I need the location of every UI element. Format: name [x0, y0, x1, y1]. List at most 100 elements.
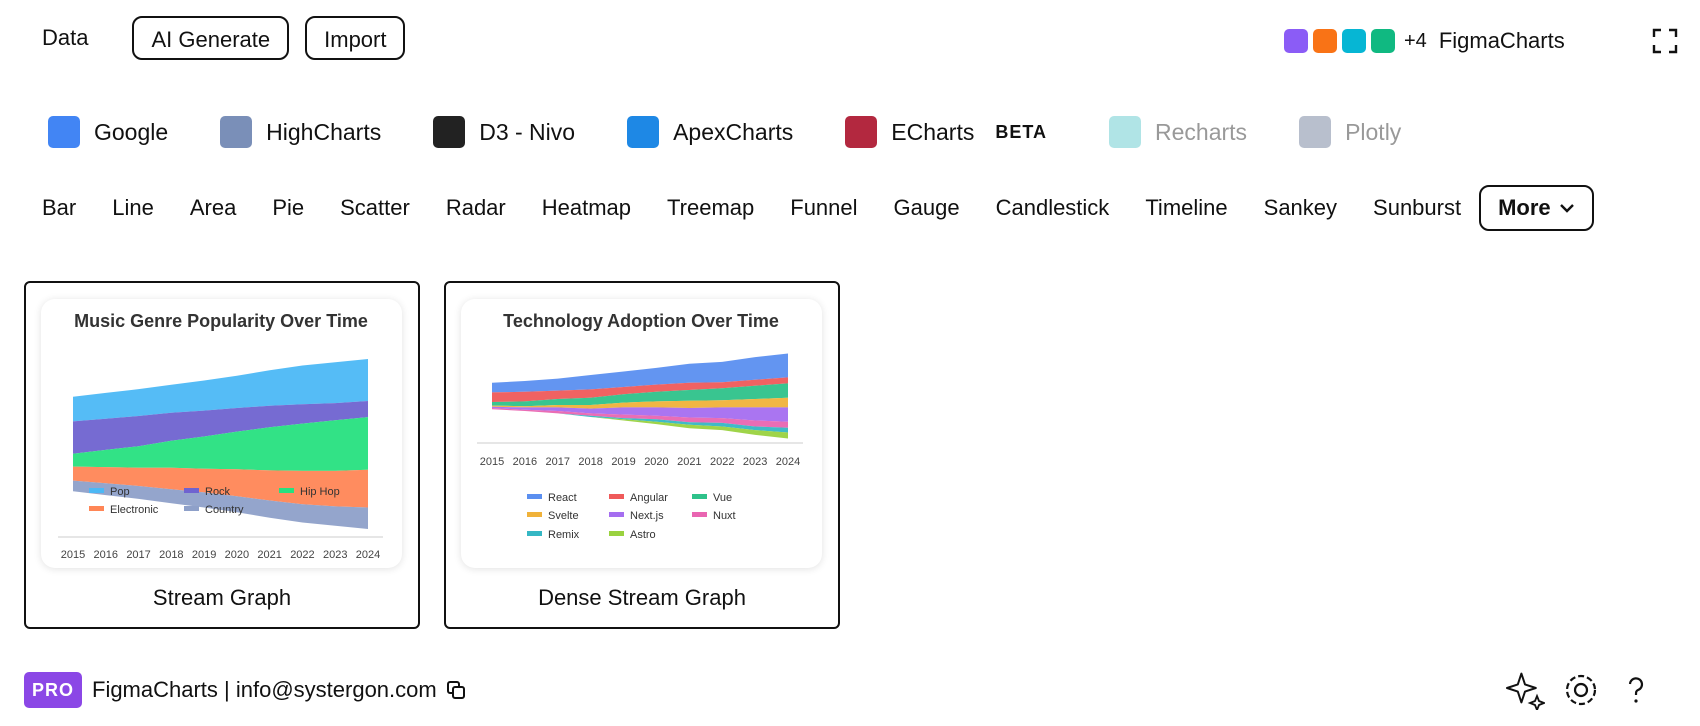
stream-area [492, 377, 788, 402]
stream-area [73, 417, 368, 471]
brand-name: FigmaCharts [1438, 28, 1565, 53]
footer: PRO FigmaCharts | info@systergon.com [24, 672, 465, 708]
x-tick-label: 2018 [159, 549, 183, 561]
library-tab[interactable]: Plotly [1299, 116, 1401, 148]
legend-swatch [89, 488, 104, 493]
beta-badge: BETA [995, 121, 1048, 142]
stream-chart: Technology Adoption Over Time 2015 2016 201… [477, 311, 803, 541]
legend-label: Pop [110, 486, 130, 498]
library-tab[interactable]: ECharts BETA [845, 116, 1057, 148]
legend-label: Vue [713, 492, 732, 504]
legend-swatch [692, 512, 707, 517]
stream-area [73, 359, 368, 422]
chart-type[interactable]: Timeline [1145, 195, 1228, 220]
x-tick-label: 2023 [323, 549, 347, 561]
help-icon[interactable] [1621, 670, 1651, 710]
template-card[interactable]: Music Genre Popularity Over Time 2015 2016… [24, 281, 420, 629]
legend-swatch [184, 506, 199, 511]
more-button[interactable]: More [1479, 185, 1594, 231]
library-name: ApexCharts [673, 118, 794, 145]
chevron-path [1559, 204, 1574, 213]
chart-type[interactable]: Gauge [893, 195, 960, 220]
chart-type[interactable]: Treemap [667, 195, 755, 220]
stream-area [492, 353, 788, 393]
legend-swatch [609, 494, 624, 499]
stream-chart: Music Genre Popularity Over Time 2015 2016… [58, 311, 383, 561]
top-tab[interactable]: AI Generate [132, 16, 290, 60]
settings-icon[interactable] [1561, 670, 1601, 710]
stream-area [492, 408, 788, 428]
library-icon [1299, 116, 1332, 148]
x-tick-label: 2016 [513, 456, 537, 468]
chart-type[interactable]: Scatter [340, 195, 410, 220]
fullscreen-icon[interactable] [1652, 28, 1678, 54]
color-swatch[interactable] [1371, 29, 1395, 53]
legend-swatch [609, 512, 624, 517]
chart-title: Technology Adoption Over Time [503, 311, 779, 331]
copy-front [451, 686, 465, 699]
chart-type[interactable]: Funnel [790, 195, 858, 220]
x-tick-label: 2020 [644, 456, 668, 468]
legend-swatch [692, 494, 707, 499]
top-tab[interactable]: Import [305, 16, 406, 60]
chart-preview: Technology Adoption Over Time 2015 2016 201… [461, 299, 822, 568]
library-icon [48, 116, 80, 148]
chart-type[interactable]: Bar [42, 195, 77, 220]
stream-area [73, 480, 368, 529]
library-icon [627, 116, 660, 148]
template-card[interactable]: Technology Adoption Over Time 2015 2016 201… [444, 281, 840, 629]
x-tick-label: 2022 [290, 549, 314, 561]
legend-label: React [548, 492, 577, 504]
legend-swatch [279, 488, 294, 493]
legend-swatch [527, 494, 542, 499]
chart-type[interactable]: Sunburst [1373, 195, 1462, 220]
chart-type[interactable]: Line [112, 195, 154, 220]
chart-type[interactable]: Area [189, 195, 237, 220]
library-tab[interactable]: HighCharts [220, 116, 381, 148]
x-tick-label: 2015 [480, 456, 504, 468]
legend-label: Nuxt [713, 510, 736, 522]
stream-area [492, 409, 788, 433]
chart-type[interactable]: Candlestick [995, 195, 1110, 220]
footer-icons [1505, 670, 1651, 710]
library-row: Google HighCharts D3 - Nivo ApexCharts EChar… [48, 116, 1453, 148]
color-swatch[interactable] [1313, 29, 1337, 53]
color-swatch[interactable] [1342, 29, 1366, 53]
legend-label: Angular [630, 492, 668, 504]
footer-text: FigmaCharts | info@systergon.com [92, 677, 437, 702]
template-label: Stream Graph [152, 585, 292, 610]
ai-icon[interactable] [1505, 670, 1545, 710]
library-tab[interactable]: D3 - Nivo [433, 116, 575, 148]
x-tick-label: 2017 [126, 549, 150, 561]
chevron [1559, 204, 1574, 213]
x-tick-label: 2023 [743, 456, 767, 468]
chart-type[interactable]: Sankey [1263, 195, 1338, 220]
legend-label: Rock [205, 486, 231, 498]
copy-icon[interactable] [446, 681, 465, 699]
legend-swatch [527, 512, 542, 517]
library-name: Recharts [1155, 118, 1248, 145]
library-tab[interactable]: Recharts [1109, 116, 1247, 148]
more-label: More [1498, 195, 1551, 220]
color-swatch[interactable] [1284, 29, 1308, 53]
chart-title: Music Genre Popularity Over Time [74, 311, 368, 331]
x-tick-label: 2021 [257, 549, 281, 561]
library-name: HighCharts [266, 118, 382, 145]
stream-area [492, 406, 788, 422]
chart-type[interactable]: Heatmap [541, 195, 632, 220]
library-name: Google [94, 118, 169, 145]
top-tab[interactable]: Data [42, 25, 89, 50]
top-tabs: Data AI Generate Import [24, 16, 421, 60]
legend-label: Remix [548, 529, 580, 541]
x-tick-label: 2017 [546, 456, 570, 468]
chart-type[interactable]: Radar [445, 195, 506, 220]
x-tick-label: 2019 [192, 549, 216, 561]
legend-label: Electronic [110, 504, 159, 516]
chart-type[interactable]: Pie [272, 195, 305, 220]
x-tick-label: 2021 [677, 456, 701, 468]
library-tab[interactable]: ApexCharts [627, 116, 793, 148]
library-name: ECharts [891, 118, 975, 145]
library-tab[interactable]: Google [48, 116, 168, 148]
legend-swatch [89, 506, 104, 511]
